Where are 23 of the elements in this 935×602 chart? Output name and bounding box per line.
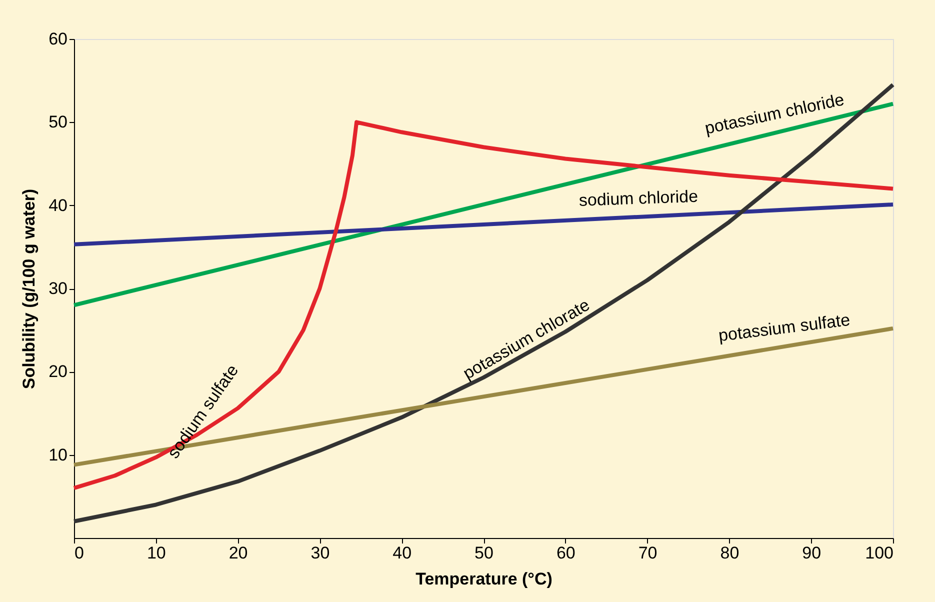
y-tick-label: 50 [48,112,68,132]
x-tick-label: 90 [802,544,822,562]
x-tick-label: 10 [146,544,166,562]
x-tick-label: 80 [720,544,740,562]
x-tick-label: 70 [638,544,658,562]
x-tick-label: 50 [474,544,494,562]
x-tick-label: 30 [310,544,330,562]
x-tick-label: 40 [392,544,412,562]
y-tick-label: 20 [48,362,68,382]
x-tick-label: 20 [228,544,248,562]
y-tick-label: 30 [48,279,68,298]
x-tick-label: 60 [556,544,576,562]
y-tick-label: 60 [48,30,68,48]
x-tick-label: 100 [865,544,894,562]
line-series [72,82,895,524]
y-axis-title: Solubility (g/100 g water) [20,188,39,390]
y-tick-label: 10 [48,445,68,464]
text: potassium chloride [703,90,846,138]
x-tick-label: 0 [74,544,84,562]
x-axis-title: Temperature (°C) [416,570,552,588]
y-tick-label: 40 [48,196,68,215]
text: potassium sulfate [717,310,852,346]
series-label: sodium chloride [578,186,698,210]
